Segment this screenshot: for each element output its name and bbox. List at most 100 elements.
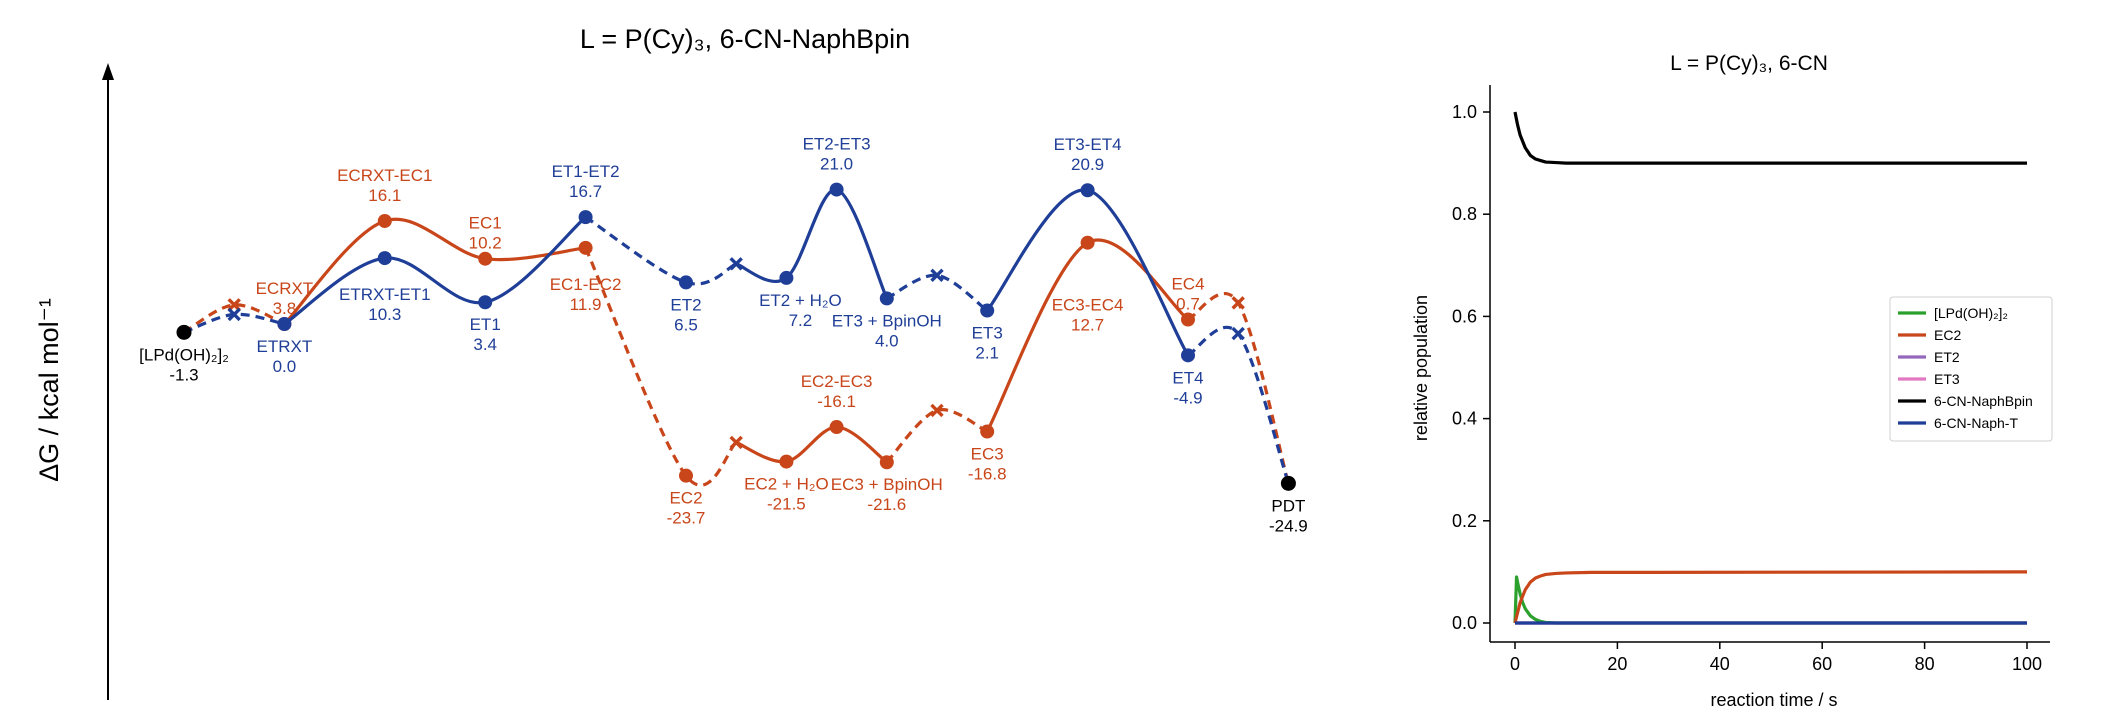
ec-cross-marker: [930, 403, 944, 418]
kinetics-title: L = P(Cy)₃, 6-CN: [1670, 52, 1828, 75]
et-point-et3-bpinoh: [879, 291, 894, 306]
y-tick-label-0.6: 0.6: [1452, 306, 1477, 326]
ec-point-ec3-bpinoh: [879, 455, 894, 470]
ec-label-ec1: EC1: [469, 214, 502, 233]
et-point-et1: [478, 295, 493, 310]
endpoint-end-dot: [1280, 475, 1296, 491]
kinetics-x-label: reaction time / s: [1710, 690, 1837, 710]
ec-point-ec2-ec3: [829, 420, 844, 435]
ec-value-ec1-ec2: 11.9: [570, 295, 602, 314]
et-point-et3: [980, 303, 995, 318]
ec-value-ec3-ec4: 12.7: [1071, 316, 1104, 335]
et-value-et3-et4: 20.9: [1071, 155, 1104, 174]
energy-profile-title: L = P(Cy)₃, 6-CN-NaphBpin: [580, 24, 910, 54]
ec-value-ec3-bpinoh: -21.6: [867, 495, 906, 514]
legend-label-et2: ET2: [1934, 349, 1960, 365]
y-tick-label-0.0: 0.0: [1452, 613, 1477, 633]
ec-value-ec2-h-o: -21.5: [767, 495, 806, 514]
legend-label-6-cn-naph-t: 6-CN-Naph-T: [1934, 415, 2018, 431]
et-point-etrxt-et1: [377, 251, 392, 266]
et-cross-marker: [930, 268, 944, 283]
et-point-et3-et4: [1080, 183, 1095, 198]
y-tick-label-1.0: 1.0: [1452, 102, 1477, 122]
et-label-et1: ET1: [470, 315, 501, 334]
et-label-et4: ET4: [1172, 368, 1203, 387]
legend-box: [1889, 296, 2053, 442]
kinetics-ticks: 0 20 40 60 80 100 0.0 0.2 0.4 0.6 0.8 1.0: [1452, 102, 2042, 674]
y-tick-label-0.4: 0.4: [1452, 409, 1477, 429]
et-profile-segment: [1187, 325, 1290, 484]
endpoint-start-value: -1.3: [169, 365, 198, 384]
et-label-et3: ET3: [972, 324, 1003, 343]
endpoint-start-dot: [176, 324, 192, 340]
series-6-cn-naphbpin: [1513, 111, 2027, 165]
ec-label-ec3: EC3: [971, 445, 1004, 464]
et-label-et2-h-o: ET2 + H₂O: [759, 291, 842, 310]
et-point-et2-h-o: [779, 270, 794, 285]
ec-profile-segment: [1187, 292, 1290, 484]
kinetics-legend: [LPd(OH)₂]₂ EC2 ET2 ET3 6-CN-NaphBpin 6-CN-Na…: [1889, 296, 2053, 442]
ec-label-ec4: EC4: [1171, 275, 1204, 294]
x-tick-label-80: 80: [1915, 654, 1935, 674]
ec-point-ec2: [679, 468, 693, 483]
x-tick-label-40: 40: [1710, 654, 1730, 674]
kinetics-y-label: relative population: [1411, 295, 1431, 441]
legend-label-et3: ET3: [1934, 371, 1960, 387]
energy-axis-label: ΔG / kcal mol⁻¹: [34, 298, 64, 482]
ec-value-ec2: -23.7: [667, 509, 706, 528]
ec-value-ec4: 0.7: [1176, 295, 1200, 314]
ec-value-ec1: 10.2: [469, 234, 502, 253]
x-tick-label-60: 60: [1812, 654, 1832, 674]
et-value-et2-et3: 21.0: [820, 155, 853, 174]
et-label-et3-et4: ET3-ET4: [1054, 135, 1122, 154]
x-tick-label-100: 100: [2012, 654, 2042, 674]
ec-point-ec1-ec2: [578, 240, 593, 255]
et-profile-segment: [735, 188, 889, 300]
et-value-etrxt: 0.0: [273, 357, 297, 376]
y-tick-label-0.2: 0.2: [1452, 511, 1477, 531]
et-value-et4: -4.9: [1173, 388, 1202, 407]
endpoint-start-label: [LPd(OH)₂]₂: [139, 345, 229, 364]
ec-point-ec1: [478, 251, 493, 266]
ec-point-ec3: [980, 424, 995, 439]
legend-label-6-cn-naphbpin: 6-CN-NaphBpin: [1934, 393, 2033, 409]
et-point-et2: [679, 275, 693, 290]
et-cross-marker: [1231, 326, 1245, 341]
ec-profile-segment: [735, 425, 888, 464]
ec-value-ecrxt-ec1: 16.1: [368, 186, 401, 205]
ec-value-ecrxt: 3.8: [273, 299, 297, 318]
ec-point-ecrxt-ec1: [377, 213, 392, 228]
y-tick-label-0.8: 0.8: [1452, 204, 1477, 224]
ec-profile-segment: [584, 247, 738, 487]
et-point-et1-et2: [578, 210, 593, 225]
ec-label-ec3-bpinoh: EC3 + BpinOH: [831, 475, 943, 494]
ec-label-ecrxt: ECRXT: [256, 279, 314, 298]
et-value-et1: 3.4: [473, 335, 497, 354]
et-label-et2-et3: ET2-ET3: [803, 135, 871, 154]
energy-axis-arrow: [102, 63, 114, 80]
endpoint-end-label: PDT: [1271, 496, 1305, 515]
ec-profile-segment: [283, 217, 586, 326]
ec-label-ec2-h-o: EC2 + H₂O: [744, 475, 829, 494]
et-value-et1-et2: 16.7: [569, 182, 602, 201]
et-value-et3: 2.1: [975, 344, 999, 363]
et-cross-marker: [227, 307, 241, 322]
et-label-et1-et2: ET1-ET2: [552, 162, 620, 181]
ec-profile-segment: [885, 408, 988, 464]
ec-point-ec4: [1181, 312, 1195, 327]
series-ec2: [1513, 570, 2028, 624]
series-lpd-oh: [1513, 575, 2027, 625]
et-point-et2-et3: [829, 182, 844, 197]
kinetics-panel: L = P(Cy)₃, 6-CN reaction time / s relat…: [1411, 52, 2053, 710]
et-profile-segment: [886, 273, 989, 312]
et-value-et3-bpinoh: 4.0: [875, 331, 899, 350]
x-tick-label-20: 20: [1607, 654, 1627, 674]
ec-label-ec2-ec3: EC2-EC3: [801, 372, 873, 391]
ec-label-ec1-ec2: EC1-EC2: [550, 275, 622, 294]
et-profile-segment: [584, 215, 737, 286]
ec-cross-marker: [1231, 296, 1245, 310]
ec-profile-segment: [985, 238, 1190, 433]
et-cross-marker: [729, 257, 743, 271]
